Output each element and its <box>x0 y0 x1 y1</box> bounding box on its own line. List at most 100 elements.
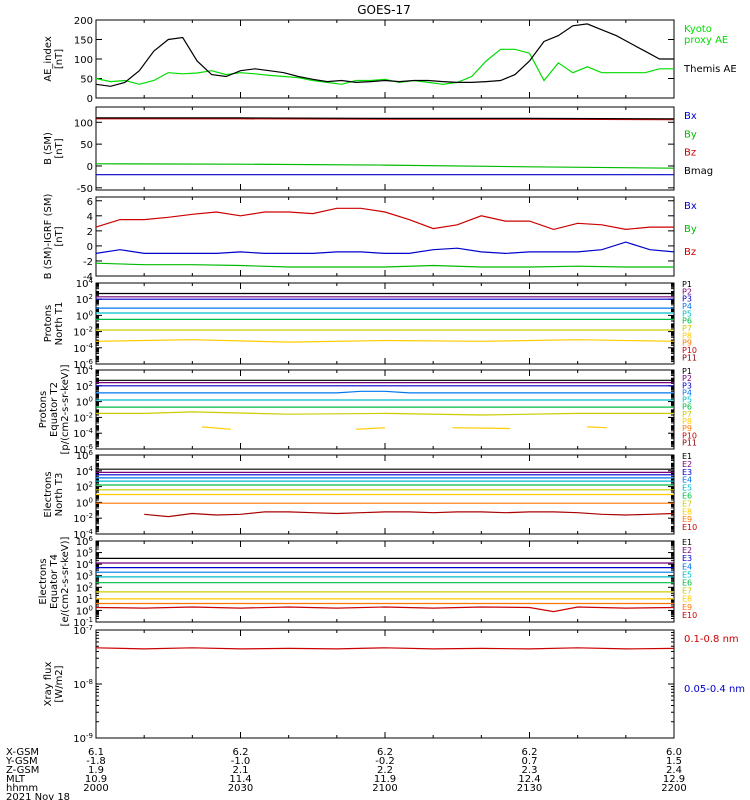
legend-entry: P7 <box>682 324 692 333</box>
x-info-value: 6.1 <box>88 747 104 758</box>
legend-entry: P5 <box>682 396 692 405</box>
y-tick-label: 100 <box>74 118 93 129</box>
panel-frame <box>95 19 675 99</box>
y-tick-label: 104 <box>76 364 94 377</box>
legend-entry: E5 <box>682 484 692 493</box>
legend-entry: P6 <box>682 403 692 412</box>
y-tick-label: 10-2 <box>73 411 93 424</box>
y-axis-label: North T3 <box>54 473 65 517</box>
legend-entry: Kyoto <box>684 24 712 35</box>
legend-entry: Bx <box>684 201 697 212</box>
panel-frame <box>95 629 675 739</box>
legend-entry: E6 <box>682 579 692 588</box>
x-info-value: 0.7 <box>522 756 538 767</box>
legend-entry: E6 <box>682 491 692 500</box>
y-tick-label: 100 <box>76 309 93 322</box>
y-axis-label: B (SM)-IGRF (SM) <box>43 194 54 280</box>
y-tick-label: 102 <box>76 380 93 393</box>
legend-entry: E9 <box>682 515 692 524</box>
legend-entry: proxy AE <box>684 35 728 46</box>
series-line-themis-ae <box>95 23 674 87</box>
legend-entry: P9 <box>682 339 692 348</box>
y-tick-label: 6 <box>87 197 93 208</box>
legend-entry: P4 <box>682 302 692 311</box>
x-info-value: 2.4 <box>666 765 682 776</box>
x-info-value: 6.2 <box>377 747 393 758</box>
legend-entry: P3 <box>682 381 692 390</box>
y-tick-label: 106 <box>76 449 94 462</box>
y-axis-label: Equator T4 <box>49 554 60 609</box>
legend-entry: 0.05-0.4 nm <box>684 684 745 695</box>
y-tick-label: 102 <box>76 293 93 306</box>
legend-entry: P8 <box>682 331 692 340</box>
legend-entry: P11 <box>682 353 697 362</box>
legend-entry: P6 <box>682 317 692 326</box>
x-info-value: 11.9 <box>374 774 396 785</box>
y-tick-label: 10-9 <box>73 732 93 745</box>
legend-entry: P3 <box>682 295 692 304</box>
date-label: 2021 Nov 18 <box>6 792 70 800</box>
legend-entry: Themis AE <box>683 64 737 75</box>
legend-entry: E2 <box>682 460 692 469</box>
series-line-p8 <box>95 339 675 343</box>
legend-entry: E5 <box>682 570 692 579</box>
y-axis-label: [e/(cm2-s-sr-keV)] <box>60 536 71 626</box>
y-tick-label: 100 <box>76 496 93 509</box>
legend-entry: E2 <box>682 546 692 555</box>
legend-entry: By <box>684 129 697 140</box>
y-axis-label: [nT] <box>54 226 65 246</box>
x-info-value: 6.2 <box>522 747 538 758</box>
legend-entry: P1 <box>682 367 692 376</box>
legend-entry: E3 <box>682 468 692 477</box>
x-info-value: 6.2 <box>233 747 249 758</box>
series-line-kyoto-proxy-ae <box>95 48 674 85</box>
x-info-value: -0.2 <box>375 756 395 767</box>
y-tick-label: 100 <box>74 55 93 66</box>
legend: Bx By Bz Bmag <box>684 111 713 177</box>
legend-entry: E7 <box>682 587 692 596</box>
legend-entry: P10 <box>682 346 697 355</box>
series-line-p8 <box>201 426 607 430</box>
y-tick-label: 100 <box>76 396 93 409</box>
legend-entry: E9 <box>682 603 692 612</box>
figure-title: GOES-17 <box>357 3 411 17</box>
series-line-e10 <box>95 606 675 613</box>
series-line-by <box>95 163 675 169</box>
legend-entry: E1 <box>682 452 692 461</box>
y-tick-label: 102 <box>76 481 93 494</box>
x-info-value: 2000 <box>83 783 108 794</box>
y-axis-label: Xray flux <box>43 662 54 707</box>
legend-entry: Bz <box>684 247 696 258</box>
legend-entry: Bz <box>684 148 696 159</box>
x-info-value: 2200 <box>661 783 686 794</box>
y-tick-label: -50 <box>77 184 93 195</box>
x-axis-info-table: X-GSM 6.1 6.2 6.2 6.2 6.0 Y-GSM -1.8 -1.0 -0.2 0.7… <box>5 747 687 800</box>
y-axis-label: [nT] <box>54 138 65 158</box>
x-info-value: -1.8 <box>86 756 106 767</box>
x-info-value: 2030 <box>228 783 253 794</box>
series-line-0-1-0-8-nm <box>95 647 675 650</box>
y-axis-label: North T1 <box>54 302 65 346</box>
x-info-value: 6.0 <box>666 747 682 758</box>
legend-entry: E8 <box>682 595 692 604</box>
legend-entry: By <box>684 224 697 235</box>
legend-entry: Bmag <box>684 166 713 177</box>
x-info-row-label: MLT <box>6 774 26 785</box>
y-tick-label: 10-8 <box>73 678 93 691</box>
legend-entry: P10 <box>682 431 697 440</box>
y-axis-label: Electrons <box>38 558 49 604</box>
legend-entry: E7 <box>682 499 692 508</box>
panel-bsm: -50 0 50 100 B (SM) [nT] Bx By Bz Bmag <box>43 106 713 195</box>
series-line-by <box>95 262 674 268</box>
x-info-value: 10.9 <box>85 774 107 785</box>
panel-bigrf: -4 -2 0 2 4 6 B (SM)-IGRF (SM) [nT] Bx By Bz <box>43 194 697 283</box>
series-line-bz <box>95 207 674 231</box>
y-tick-label: 104 <box>76 277 94 290</box>
x-info-value: 2.3 <box>522 765 538 776</box>
x-info-value: 1.9 <box>88 765 104 776</box>
y-axis-label: Electrons <box>43 471 54 517</box>
